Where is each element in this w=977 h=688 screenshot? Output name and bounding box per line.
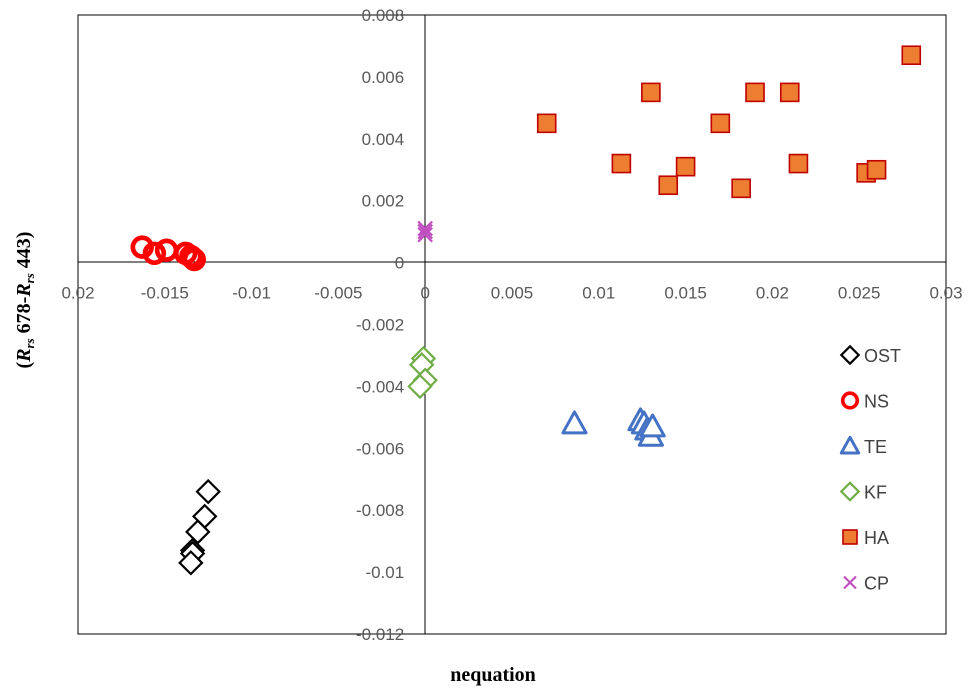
- kf-data-point: [407, 373, 433, 400]
- y-tick-labels: 0.008 0.006 0.004 0.002 0 -0.002 -0.004 -0.006 -…: [356, 6, 404, 644]
- ha-legend-label: HA: [864, 528, 889, 548]
- ha-legend-marker: [842, 529, 858, 545]
- ha-data-point: [745, 82, 765, 103]
- y-tick-label: -0.012: [356, 625, 404, 644]
- x-tick-label: -0.01: [232, 284, 271, 303]
- ha-data-point: [788, 153, 809, 174]
- legend: OST NS TE KF HA CP: [839, 344, 901, 594]
- y-tick-label: 0.008: [362, 6, 405, 25]
- kf-legend-label: KF: [864, 483, 887, 503]
- cp-legend-marker: [843, 575, 857, 590]
- plot-area: [77, 14, 947, 635]
- x-tick-label: 0.015: [664, 284, 707, 303]
- cp-legend-label: CP: [864, 574, 889, 594]
- ost-legend-label: OST: [864, 346, 901, 366]
- te-legend-label: TE: [864, 437, 887, 457]
- ha-data-point: [658, 175, 679, 196]
- ns-legend-marker: [840, 391, 860, 410]
- y-tick-label: -0.006: [356, 439, 404, 458]
- x-tick-label: 0.03: [929, 284, 962, 303]
- x-axis-title: nequation: [450, 664, 536, 686]
- y-tick-label: 0.006: [362, 68, 405, 87]
- ost-legend-marker: [839, 344, 861, 366]
- x-tick-label: 0.02: [756, 284, 789, 303]
- te-data-point: [561, 410, 588, 435]
- data-points: [130, 45, 922, 576]
- ha-data-point: [731, 178, 751, 199]
- cp-data-point: [417, 223, 433, 240]
- ost-data-point: [195, 478, 221, 505]
- ha-data-point: [641, 82, 661, 103]
- ha-data-point: [611, 153, 632, 174]
- y-tick-label: 0: [395, 254, 404, 273]
- y-tick-label: 0.002: [362, 192, 405, 211]
- x-tick-label: 0.025: [838, 284, 881, 303]
- ha-data-point: [675, 156, 696, 177]
- y-tick-label: -0.01: [365, 563, 404, 582]
- x-tick-label: 0: [420, 284, 429, 303]
- ns-legend-label: NS: [864, 392, 889, 412]
- ns-data-point: [130, 235, 154, 259]
- x-tick-label: 0.02: [61, 284, 94, 303]
- y-tick-label: 0.004: [362, 130, 405, 149]
- ha-data-point: [866, 159, 887, 180]
- ha-data-point: [710, 113, 731, 134]
- y-axis-title: (Rrs 678-Rrs 443): [13, 232, 37, 369]
- ha-data-point: [779, 82, 800, 103]
- x-tick-label: 0.01: [582, 284, 615, 303]
- x-tick-label: 0.005: [491, 284, 534, 303]
- ns-data-point: [142, 241, 167, 266]
- cp-data-point: [417, 226, 433, 243]
- y-tick-label: -0.004: [356, 377, 404, 396]
- ns-data-point: [154, 238, 179, 262]
- x-tick-label: -0.015: [141, 284, 189, 303]
- kf-legend-marker: [839, 481, 861, 502]
- cp-data-point: [417, 220, 433, 237]
- ha-data-point: [536, 113, 557, 134]
- te-data-point: [639, 413, 666, 438]
- x-tick-label: -0.005: [314, 284, 362, 303]
- x-tick-labels: 0.02 -0.015 -0.01 -0.005 0 0.005 0.01 0.015 0.02…: [61, 284, 962, 303]
- te-legend-marker: [839, 435, 861, 455]
- ns-data-point: [182, 247, 207, 272]
- ost-data-point: [178, 550, 204, 576]
- ha-data-point: [901, 45, 922, 66]
- y-tick-label: -0.008: [356, 501, 404, 520]
- y-tick-label: -0.002: [356, 316, 404, 335]
